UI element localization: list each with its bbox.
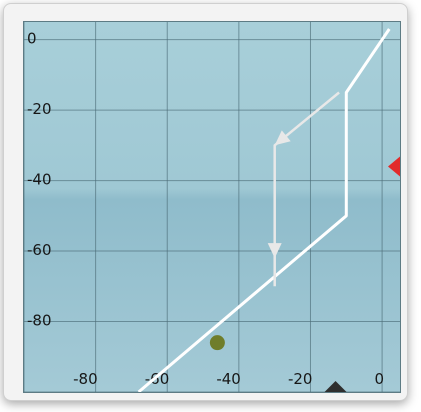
y-tick-label: -40 [27, 171, 52, 189]
tick-labels: 0-20-40-60-80-80 -60 -40 -20 0 [27, 30, 384, 388]
threshold-handle[interactable] [209, 335, 225, 351]
widget-frame: 0 -20 -40 -60 -80 -80 -60 -40 -20 0 [3, 3, 408, 401]
y-tick-label: -60 [27, 241, 52, 259]
y-tick-label: 0 [27, 30, 37, 48]
plot-background [24, 22, 400, 392]
hysteresis-path-line [273, 91, 340, 287]
x-tick-label: -20 [288, 370, 313, 388]
curve-plot-svg: 0-20-40-60-80-80 -60 -40 -20 0 [24, 22, 400, 392]
transfer-curve-line [137, 28, 391, 392]
y-tick-label: -80 [27, 312, 52, 330]
curve-plot[interactable]: 0 -20 -40 -60 -80 -80 -60 -40 -20 0 [23, 21, 401, 393]
y-tick-label: -20 [27, 100, 52, 118]
x-tick-label: -80 [73, 370, 98, 388]
level-indicator-triangle [388, 156, 400, 177]
arrow-head-lower [267, 243, 282, 259]
input-indicator-triangle [324, 381, 347, 392]
arrow-head-upper [274, 130, 291, 146]
grid-lines [24, 22, 400, 392]
x-tick-label: 0 [375, 370, 385, 388]
x-tick-label: -40 [216, 370, 241, 388]
